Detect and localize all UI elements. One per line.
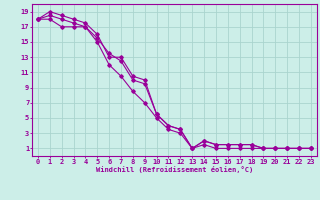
X-axis label: Windchill (Refroidissement éolien,°C): Windchill (Refroidissement éolien,°C) <box>96 166 253 173</box>
